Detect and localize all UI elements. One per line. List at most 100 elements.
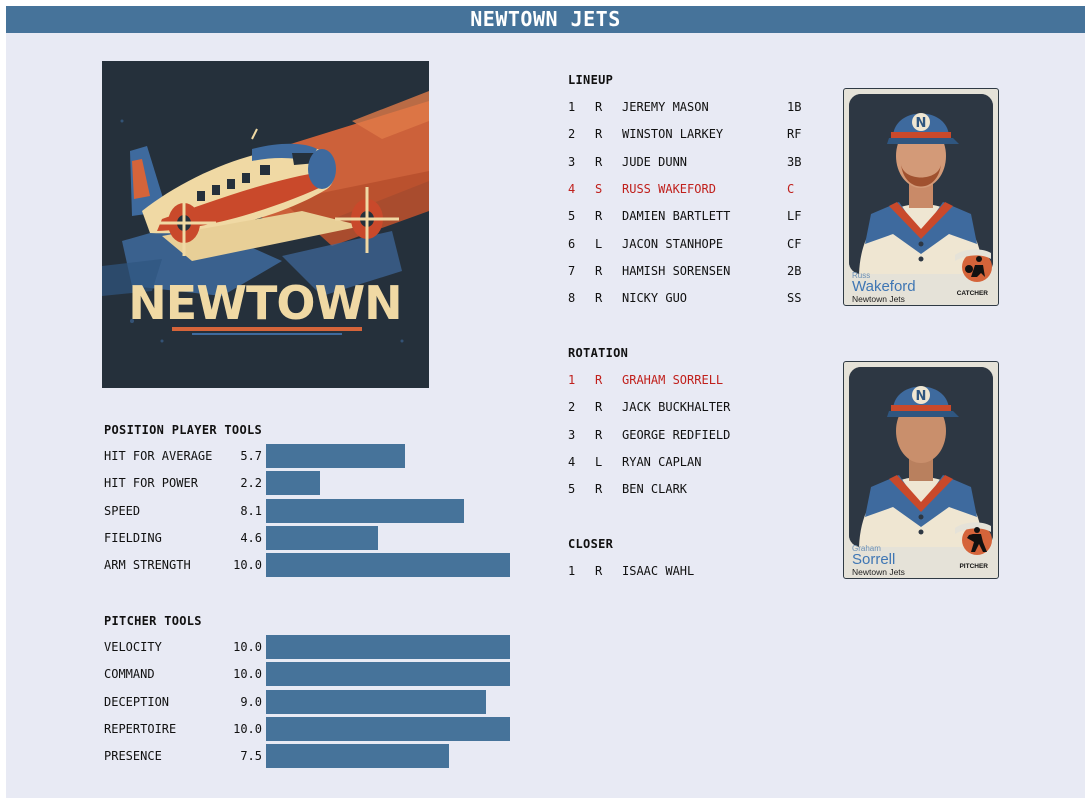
- player-number: 8: [568, 291, 576, 306]
- tool-bar: [266, 744, 449, 769]
- tool-label: VELOCITY: [104, 640, 162, 654]
- player-name: JACK BUCKHALTER: [622, 400, 731, 415]
- player-hand: S: [595, 181, 603, 196]
- player-position: SS: [787, 291, 802, 306]
- player-number: 1: [568, 100, 576, 114]
- player-hand: R: [595, 209, 603, 224]
- player-hand: R: [595, 564, 603, 578]
- player-name: JUDE DUNN: [622, 154, 688, 169]
- player-position: 1B: [787, 100, 802, 114]
- player-position: LF: [787, 209, 802, 224]
- player-number: 2: [568, 400, 576, 415]
- tool-label: REPERTOIRE: [104, 721, 177, 736]
- tool-label: COMMAND: [104, 667, 155, 682]
- player-number: 4: [568, 181, 576, 196]
- tool-label: DECEPTION: [104, 694, 170, 709]
- tool-label: HIT FOR AVERAGE: [104, 449, 213, 463]
- cap-letter: N: [916, 116, 927, 131]
- player-number: 3: [568, 427, 576, 442]
- card-team-name: Newtown Jets: [852, 567, 905, 577]
- card-last-name: Sorrell: [852, 551, 896, 568]
- player-name: ISAAC WAHL: [622, 564, 695, 578]
- player-number: 1: [568, 373, 576, 387]
- player-number: 1: [568, 564, 576, 578]
- tool-value: 9.0: [240, 694, 262, 709]
- player-name: GRAHAM SORRELL: [622, 373, 724, 387]
- card-team-name: Newtown Jets: [852, 294, 905, 304]
- tool-value: 10.0: [233, 721, 262, 736]
- player-hand: R: [595, 100, 603, 114]
- position-tools-title: POSITION PLAYER TOOLS: [104, 423, 263, 437]
- card-position: PITCHER: [959, 563, 988, 570]
- player-photo: N: [849, 94, 993, 274]
- player-hand: R: [595, 291, 603, 306]
- tool-label: ARM STRENGTH: [104, 558, 191, 573]
- page-frame: NEWTOWN JETS: [6, 6, 1085, 798]
- player-name: JACON STANHOPE: [622, 236, 724, 251]
- tool-label: SPEED: [104, 503, 141, 518]
- card-position: CATCHER: [956, 290, 988, 297]
- player-number: 5: [568, 482, 576, 497]
- player-name: JEREMY MASON: [622, 100, 709, 114]
- tool-bar: [266, 689, 486, 714]
- tool-bar: [266, 444, 406, 468]
- player-hand: R: [595, 154, 603, 169]
- tool-bar: [266, 635, 510, 659]
- player-name: RYAN CAPLAN: [622, 454, 702, 469]
- tool-value: 10.0: [233, 667, 262, 682]
- tool-label: FIELDING: [104, 530, 162, 545]
- player-hand: R: [595, 263, 603, 278]
- player-number: 2: [568, 127, 576, 142]
- tool-bar: [266, 471, 320, 496]
- player-position: 2B: [787, 263, 802, 278]
- player-card-catcher: N Russ Wakeford Newtown Jets CATCHER: [843, 88, 999, 306]
- tool-bar: [266, 553, 510, 578]
- tool-value: 10.0: [233, 558, 262, 573]
- closer-title: CLOSER: [568, 537, 614, 551]
- logo-text: NEWTOWN: [128, 276, 401, 330]
- player-name: DAMIEN BARTLETT: [622, 209, 731, 224]
- player-hand: R: [595, 400, 603, 415]
- player-hand: R: [595, 482, 603, 497]
- player-name: HAMISH SORENSEN: [622, 263, 731, 278]
- player-hand: R: [595, 127, 603, 142]
- player-card-pitcher: N Graham Sorrell Newtown Jets PITCHER: [843, 361, 999, 579]
- tool-value: 10.0: [233, 640, 262, 654]
- player-name: WINSTON LARKEY: [622, 127, 724, 142]
- tool-bar: [266, 716, 510, 741]
- team-logo: NEWTOWN: [102, 61, 429, 388]
- page-title: NEWTOWN JETS: [6, 6, 1085, 33]
- tool-label: PRESENCE: [104, 749, 162, 764]
- player-position: RF: [787, 127, 802, 142]
- catcher-badge-icon: [955, 249, 992, 282]
- tool-value: 2.2: [240, 476, 262, 491]
- player-number: 6: [568, 236, 576, 251]
- player-hand: L: [595, 236, 603, 251]
- tool-bar: [266, 662, 510, 687]
- player-position: 3B: [787, 154, 802, 169]
- tool-value: 5.7: [240, 449, 262, 463]
- player-position: C: [787, 181, 795, 196]
- card-first-name: Russ: [852, 271, 871, 280]
- tool-bar: [266, 525, 379, 550]
- player-number: 4: [568, 454, 576, 469]
- tool-value: 7.5: [240, 749, 262, 764]
- player-number: 7: [568, 263, 576, 278]
- player-number: 3: [568, 154, 576, 169]
- plane-logo-icon: NEWTOWN: [102, 91, 429, 343]
- tool-value: 8.1: [240, 503, 262, 518]
- player-number: 5: [568, 209, 576, 224]
- player-portrait-icon: N: [849, 94, 993, 274]
- pitcher-tools-title: PITCHER TOOLS: [104, 614, 202, 628]
- lineup-title: LINEUP: [568, 73, 614, 87]
- rotation-title: ROTATION: [568, 346, 629, 360]
- player-name: NICKY GUO: [622, 291, 688, 306]
- player-hand: R: [595, 373, 603, 387]
- player-name: BEN CLARK: [622, 482, 688, 497]
- card-first-name: Graham: [852, 544, 881, 553]
- player-photo: N: [849, 367, 993, 547]
- pitcher-badge-icon: [955, 522, 992, 555]
- player-position: CF: [787, 236, 802, 251]
- player-portrait-icon: N: [849, 367, 993, 547]
- tool-value: 4.6: [240, 530, 262, 545]
